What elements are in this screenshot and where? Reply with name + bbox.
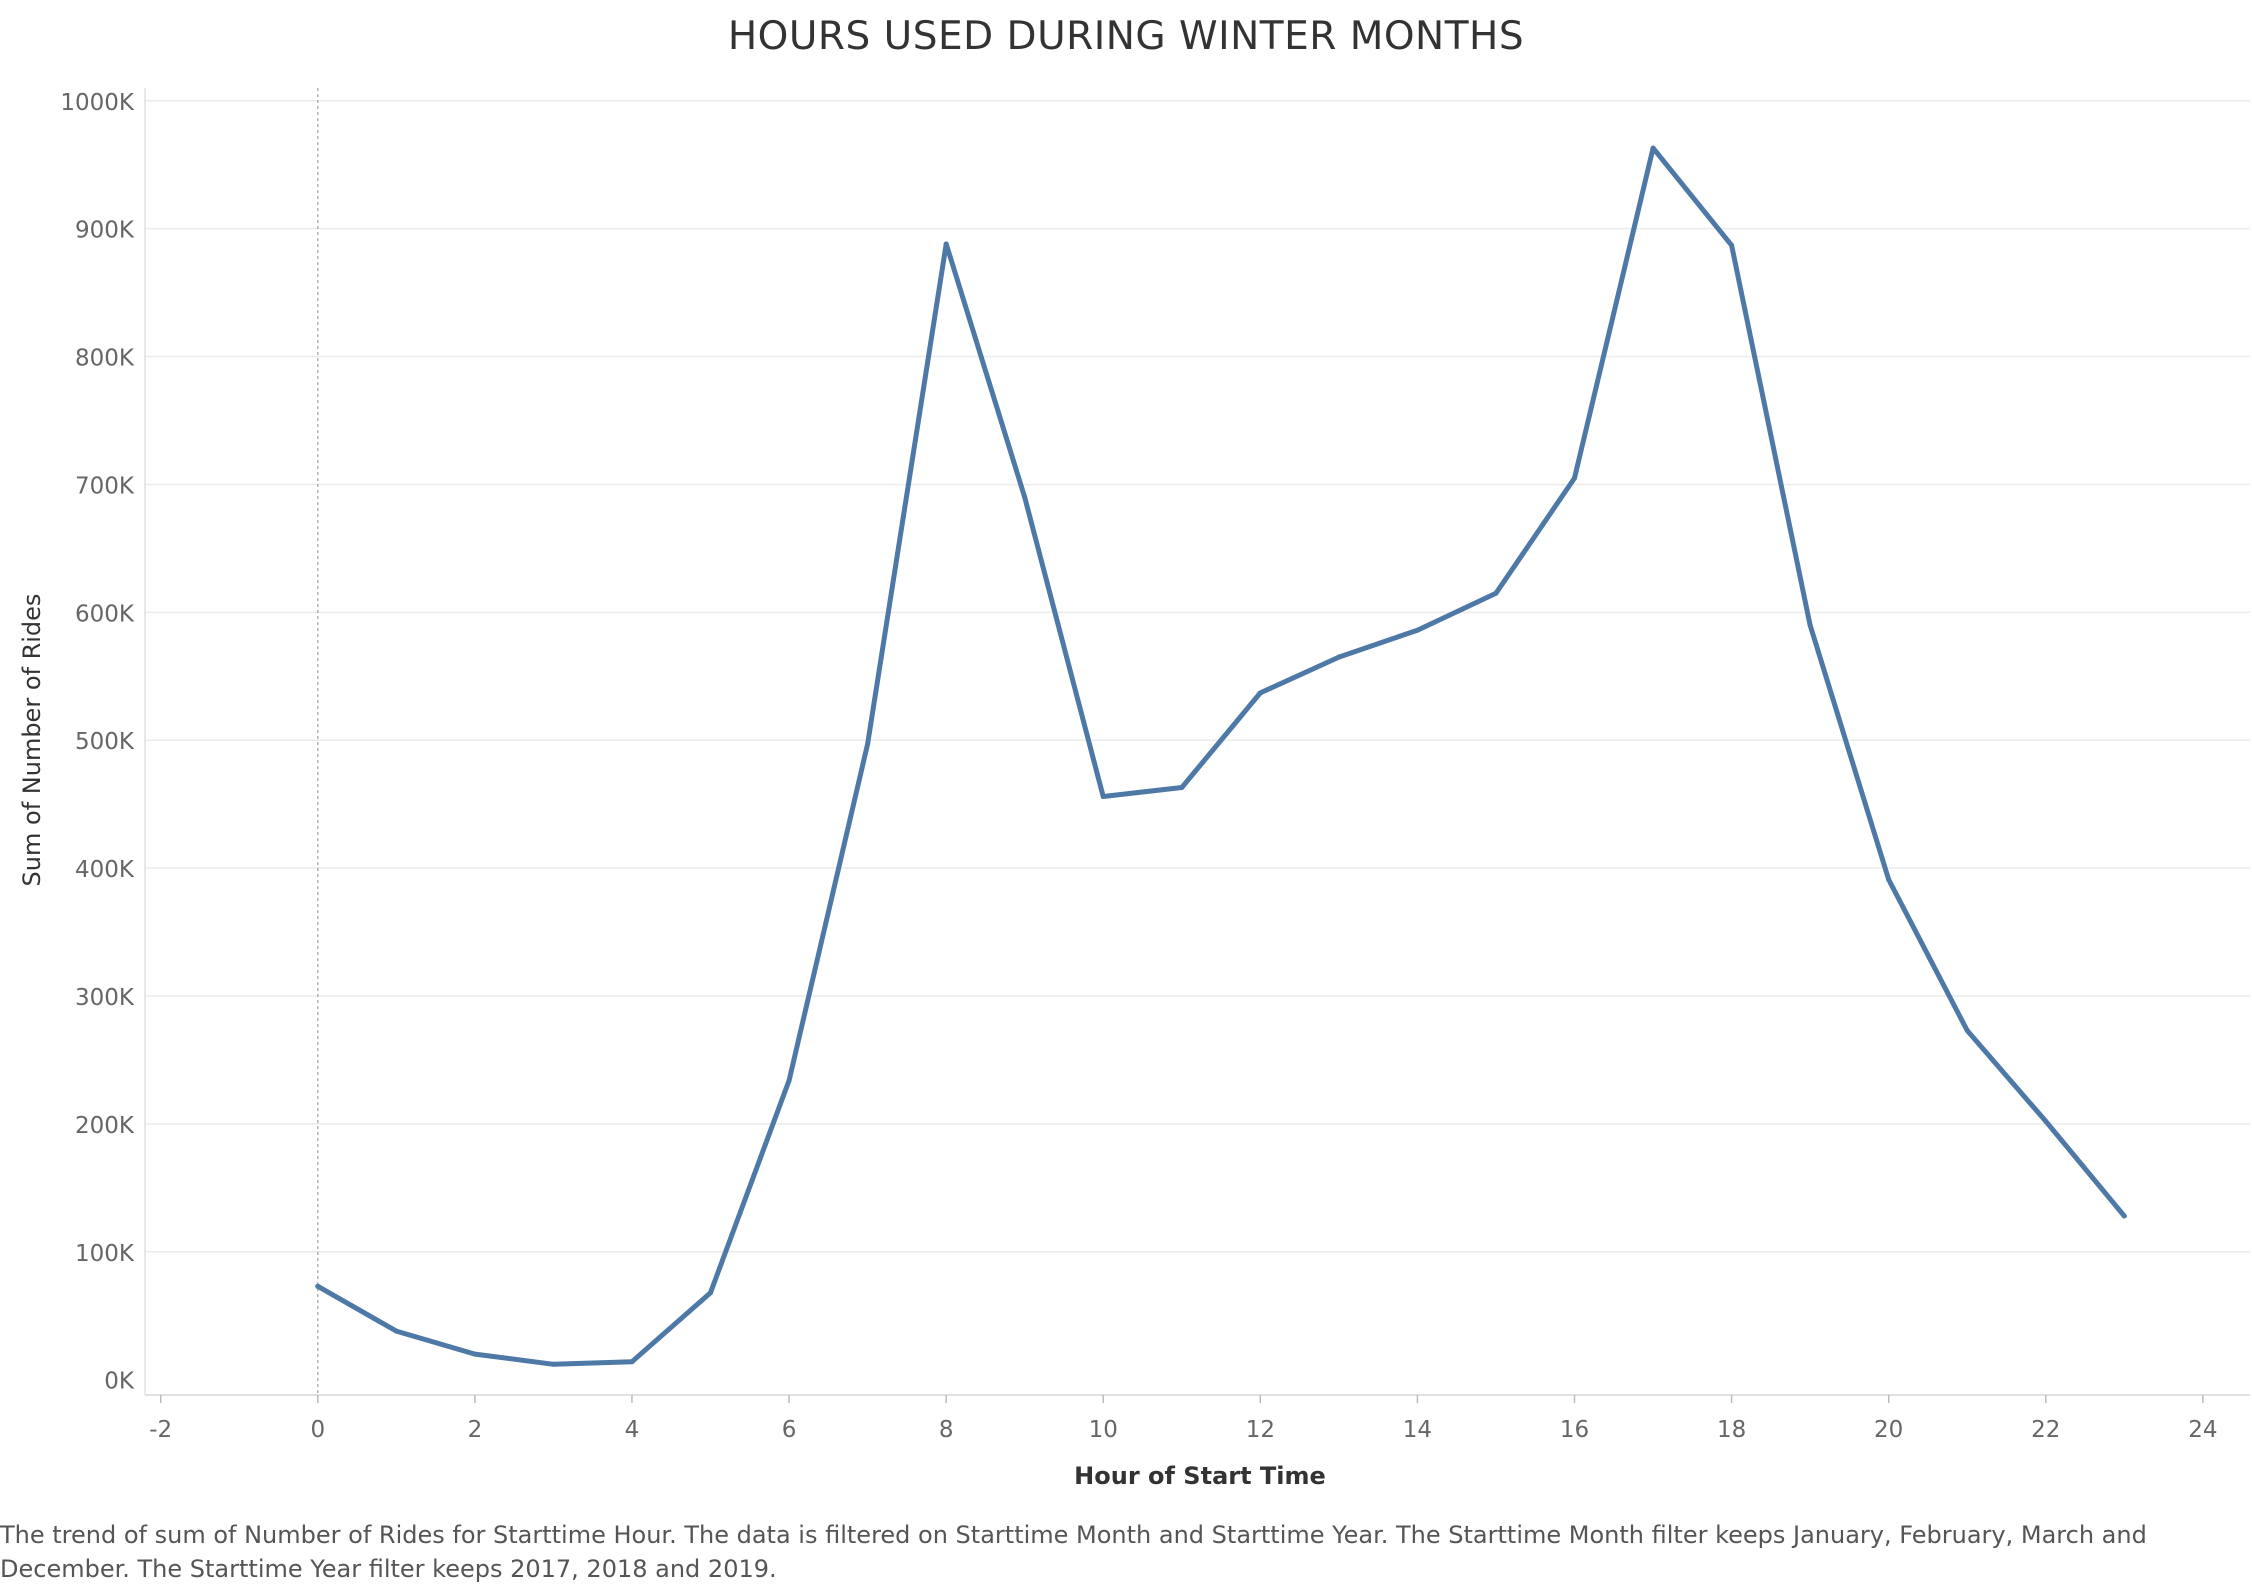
x-tick-label: 20 [1874,1417,1903,1443]
chart-title: HOURS USED DURING WINTER MONTHS [727,14,1525,59]
y-tick-label: 600K [75,601,135,627]
data-point [786,1077,792,1083]
y-tick-label: 900K [75,218,135,244]
chart-caption: The trend of sum of Number of Rides for … [0,1521,2147,1583]
data-point [1414,627,1420,633]
y-tick-label: 500K [75,729,135,755]
data-point [629,1359,635,1365]
data-point [1100,793,1106,799]
x-tick-label: 12 [1246,1417,1275,1443]
data-point [1493,590,1499,596]
data-point [1179,785,1185,791]
data-point [1572,475,1578,481]
y-tick-label: 400K [75,857,135,883]
data-point [472,1351,478,1357]
series-line [315,145,2127,1367]
x-tick-label: 8 [939,1417,954,1443]
x-tick-label: 24 [2188,1417,2217,1443]
data-point [1886,877,1892,883]
series-group [315,145,2127,1367]
y-tick-label: 700K [75,473,135,499]
data-point [1729,242,1735,248]
x-tick-label: 16 [1560,1417,1589,1443]
data-point [1257,690,1263,696]
data-point [1022,494,1028,500]
data-point [315,1283,321,1289]
y-tick-label: 200K [75,1113,135,1139]
x-tick-label: 10 [1089,1417,1118,1443]
y-tick-label: 1000K [60,90,135,116]
x-axis-title: Hour of Start Time [1074,1462,1326,1490]
data-point [708,1290,714,1296]
data-point [865,741,871,747]
y-axis-title: Sum of Number of Rides [18,594,46,887]
x-tick-label: 4 [625,1417,640,1443]
x-tick-label: 0 [310,1417,325,1443]
data-point [1807,622,1813,628]
axes: 0K 100K 200K 300K 400K 500K 600K 700K 800K 900K 10… [60,88,2250,1443]
y-tick-label: 300K [75,985,135,1011]
x-tick-label: 14 [1403,1417,1432,1443]
x-tick-label: 18 [1717,1417,1746,1443]
data-point [2121,1213,2127,1219]
y-tick-label: 100K [75,1241,135,1267]
axis-titles: Hour of Start Time Sum of Number of Ride… [18,594,1326,1490]
x-tick-label: 22 [2031,1417,2060,1443]
data-point [1964,1028,1970,1034]
y-tick-label: 0K [104,1369,135,1395]
x-tick-label: 6 [782,1417,797,1443]
x-tick-label: -2 [149,1417,172,1443]
data-point [943,241,949,247]
data-point [2043,1118,2049,1124]
data-point [550,1361,556,1367]
data-point [1336,654,1342,660]
x-tick-label: 2 [468,1417,483,1443]
data-point [393,1328,399,1334]
data-point [1650,145,1656,151]
y-tick-label: 800K [75,346,135,372]
gridlines [145,100,2250,1253]
